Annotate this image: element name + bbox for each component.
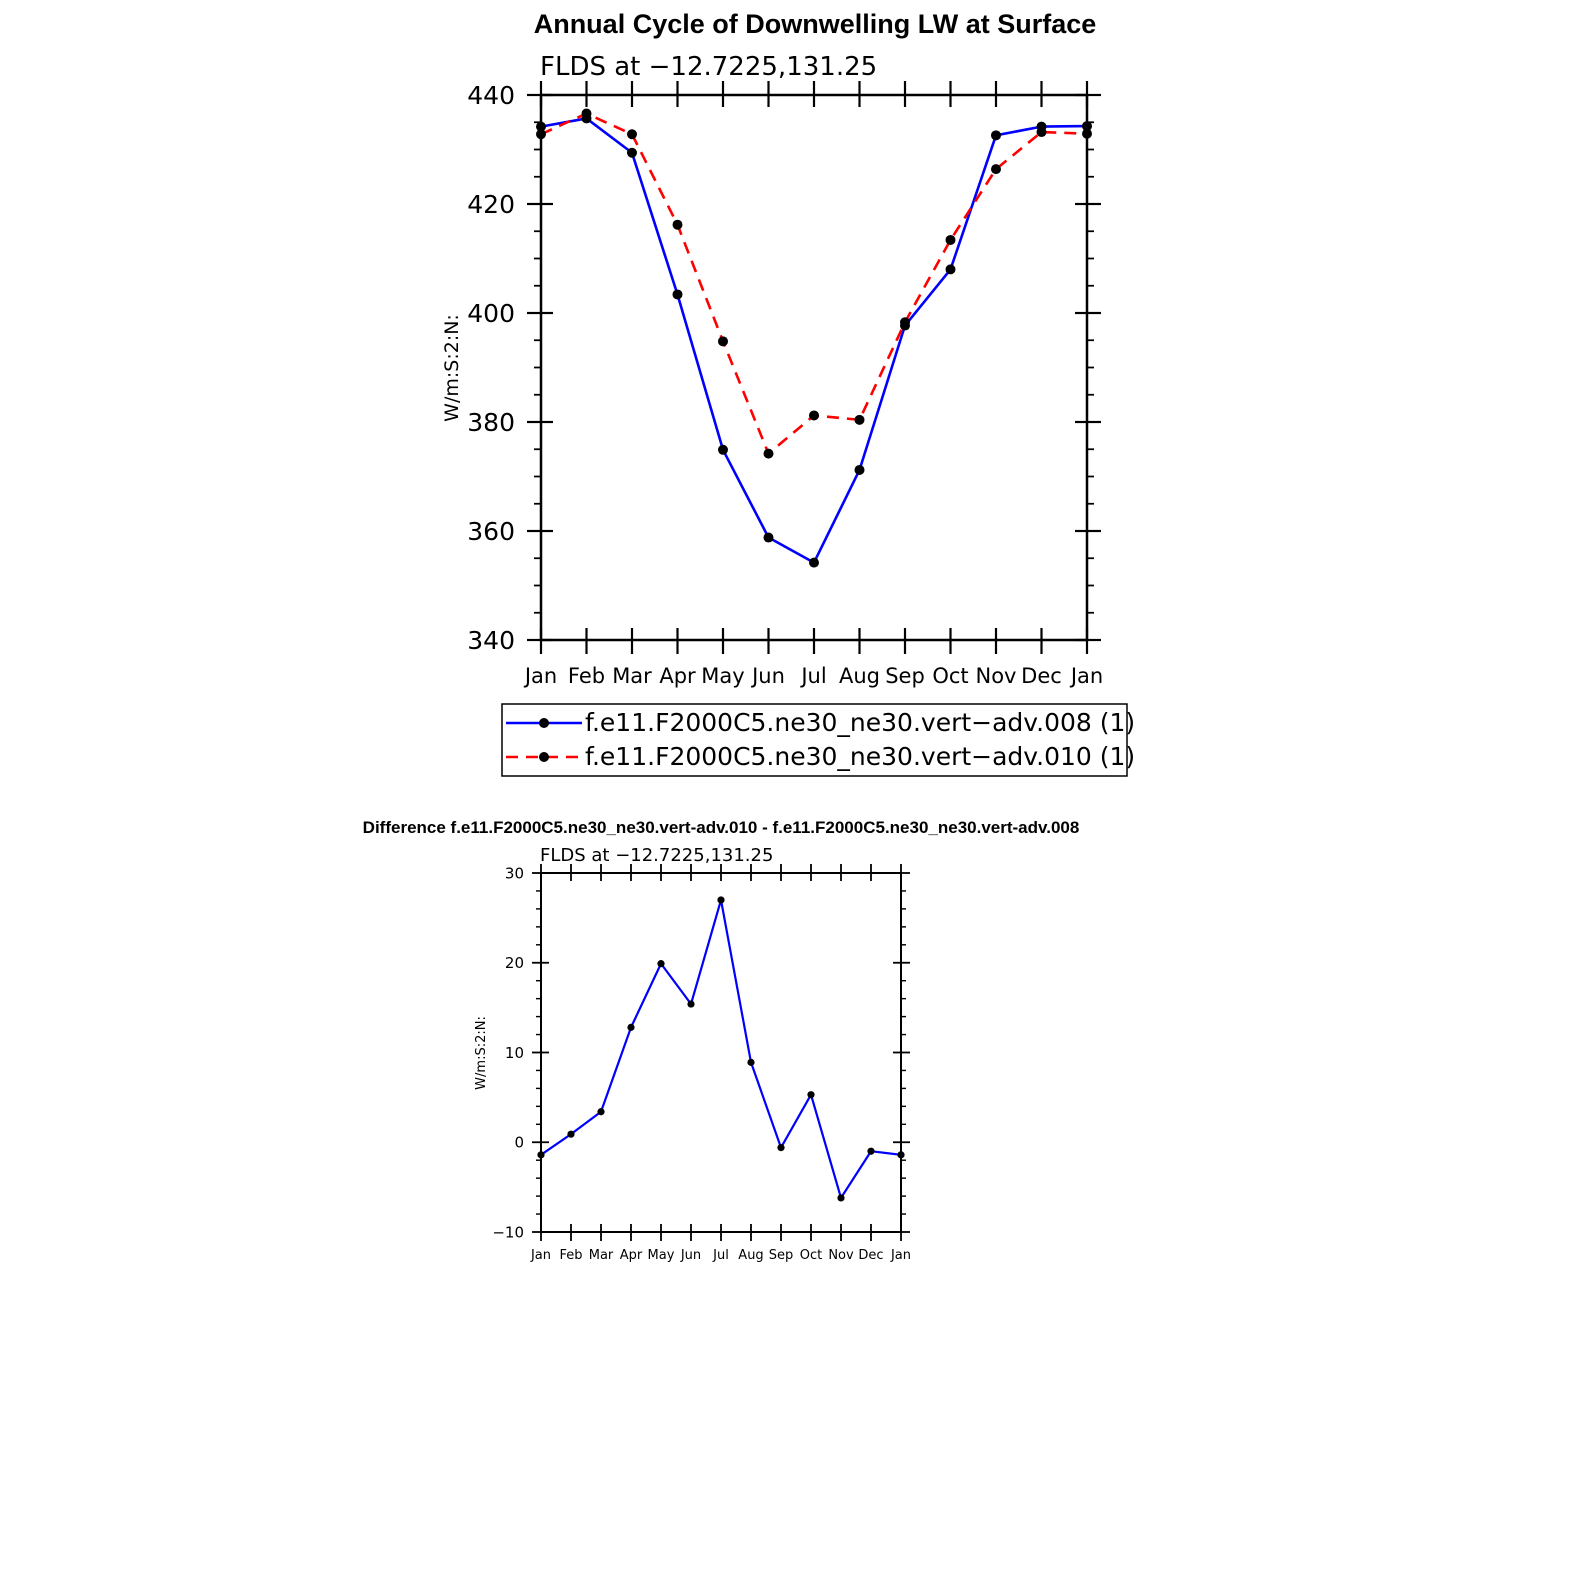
data-point [672,289,683,300]
data-point [809,557,819,568]
difference-chart-subtitle: FLDS at −12.7225,131.25 [540,845,773,866]
y-axis-label: W/m:S:2:N: [441,314,463,422]
data-point [854,464,865,475]
x-tick-label: Oct [800,1248,822,1263]
data-point [991,130,1001,141]
legend-label-008: f.e11.F2000C5.ne30_ne30.vert−adv.008 (1) [585,708,1135,737]
x-tick-label: Jul [712,1248,729,1263]
chart-subtitle: FLDS at −12.7225,131.25 [540,52,877,82]
x-tick-label: Jan [1069,664,1103,688]
y-tick-label: 380 [467,408,515,437]
difference-y-axis-label: W/m:S:2:N: [474,1016,489,1090]
x-tick-label: May [701,664,744,688]
legend-marker-010 [539,752,549,762]
series-line-1 [540,112,1088,455]
x-tick-label: May [648,1248,675,1263]
x-tick-label: Apr [620,1248,643,1263]
legend-marker-008 [539,718,549,728]
x-tick-label: Jun [750,664,785,688]
x-tick-label: Oct [932,664,968,688]
data-point [627,147,637,158]
annual-cycle-chart: Annual Cycle of Downwelling LW at Surfac… [441,9,1103,688]
y-tick-label: 440 [467,81,515,110]
data-point [657,960,665,968]
x-tick-label: Jan [890,1248,911,1263]
data-point [807,1091,815,1099]
data-point [854,414,865,425]
data-point [627,129,637,140]
x-tick-label: Sep [885,664,925,688]
difference-tick-labels: Jan Feb Mar Apr May Jun Jul Aug Sep Oct Nov Dec Jan−… [492,864,911,1263]
x-tick-label: Feb [568,664,605,688]
difference-plot-frame [540,872,902,1233]
data-point [809,410,819,421]
x-tick-label: Mar [589,1248,614,1263]
difference-series-group [537,896,905,1202]
series-line-0 [540,117,1088,564]
y-tick-label: 400 [467,299,515,328]
x-tick-label: Apr [659,664,696,688]
data-point [837,1194,845,1202]
data-point [763,448,774,459]
data-point [867,1147,875,1155]
data-point [1036,127,1047,138]
x-tick-label: Feb [559,1248,582,1263]
x-tick-label: Aug [839,664,880,688]
data-point [672,219,683,230]
data-point [717,896,725,904]
tick-labels: Jan Feb Mar Apr May Jun Jul Aug Sep Oct Nov Dec Jan 3… [467,81,1103,688]
data-point [718,336,728,347]
data-point [991,164,1001,175]
data-point [718,444,728,455]
series-line-0 [540,898,902,1199]
data-point [945,234,956,245]
x-tick-label: Dec [1021,664,1062,688]
x-tick-label: Jan [530,1248,551,1263]
difference-axis-ticks [532,864,910,1241]
y-tick-label: 20 [505,954,524,972]
y-tick-label: 360 [467,517,515,546]
x-tick-label: Sep [769,1248,794,1263]
difference-chart: Difference f.e11.F2000C5.ne30_ne30.vert-… [363,818,1080,1263]
data-point [687,1000,695,1008]
x-tick-label: Mar [612,664,652,688]
x-tick-label: Dec [858,1248,883,1263]
x-tick-label: Nov [976,664,1017,688]
y-tick-label: 340 [467,626,515,655]
legend-box [501,703,1128,777]
data-point [627,1023,635,1031]
data-point [747,1058,755,1066]
plot-frame [539,93,1089,642]
data-point [900,317,910,328]
data-point [763,532,774,543]
data-point [597,1108,605,1116]
data-point [581,108,592,119]
x-tick-label: Jun [680,1248,701,1263]
axis-ticks [527,81,1101,654]
data-point [945,264,956,275]
y-tick-label: 10 [505,1044,524,1062]
x-tick-label: Aug [738,1248,763,1263]
chart-title: Annual Cycle of Downwelling LW at Surfac… [534,9,1097,39]
data-point [777,1144,785,1152]
x-tick-label: Jan [523,664,557,688]
x-tick-label: Jul [799,664,826,688]
data-point [567,1130,575,1138]
x-tick-label: Nov [828,1248,854,1263]
legend-label-010: f.e11.F2000C5.ne30_ne30.vert−adv.010 (1) [585,742,1135,771]
y-tick-label: 30 [505,864,524,882]
difference-chart-title: Difference f.e11.F2000C5.ne30_ne30.vert-… [363,818,1080,837]
y-tick-label: 0 [514,1134,524,1152]
legend: f.e11.F2000C5.ne30_ne30.vert−adv.008 (1)… [501,703,1135,777]
y-tick-label: 420 [467,190,515,219]
series-group [536,108,1092,568]
y-tick-label: −10 [492,1223,524,1241]
